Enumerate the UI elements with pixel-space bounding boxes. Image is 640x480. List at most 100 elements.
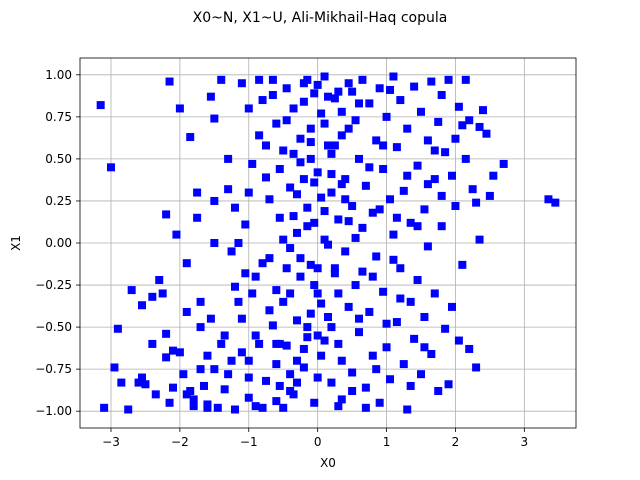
scatter-point <box>293 190 301 199</box>
scatter-point <box>306 260 315 269</box>
scatter-point <box>203 351 212 360</box>
scatter-point <box>310 218 319 227</box>
x-tick-label: −2 <box>171 435 189 449</box>
scatter-point <box>196 297 205 306</box>
scatter-point <box>237 314 246 323</box>
scatter-point <box>430 146 439 155</box>
scatter-point <box>286 387 295 395</box>
scatter-point <box>413 161 422 170</box>
scatter-point <box>169 346 177 355</box>
scatter-point <box>320 119 329 128</box>
scatter-point <box>134 378 143 387</box>
x-tick-label: 0 <box>314 435 322 449</box>
scatter-point <box>296 134 305 143</box>
scatter-point <box>423 180 432 189</box>
scatter-point <box>296 254 305 263</box>
scatter-point <box>451 134 460 143</box>
scatter-point <box>275 213 284 222</box>
x-axis-ticks: −3 −2 −1 0 1 2 3 <box>102 428 528 449</box>
scatter-point <box>310 178 319 187</box>
scatter-point <box>413 276 422 284</box>
scatter-point <box>293 378 301 387</box>
scatter-point <box>100 403 109 412</box>
scatter-point <box>282 264 291 273</box>
scatter-point <box>351 233 360 242</box>
data-points <box>96 72 560 414</box>
scatter-point <box>151 390 160 399</box>
scatter-point <box>231 405 239 414</box>
scatter-point <box>434 387 443 395</box>
scatter-point <box>313 373 322 382</box>
scatter-point <box>348 368 357 377</box>
scatter-point <box>420 205 429 214</box>
scatter-point <box>268 321 277 330</box>
scatter-point <box>344 124 353 133</box>
scatter-point <box>179 370 188 379</box>
scatter-point <box>189 402 198 411</box>
scatter-point <box>392 143 401 152</box>
scatter-point <box>334 215 343 224</box>
scatter-point <box>389 255 398 264</box>
scatter-point <box>282 341 291 350</box>
scatter-point <box>203 403 212 412</box>
scatter-point <box>410 82 419 91</box>
scatter-point <box>255 131 264 140</box>
scatter-point <box>217 75 226 84</box>
scatter-point <box>317 299 326 308</box>
x-tick-label: 1 <box>383 435 391 449</box>
scatter-point <box>210 114 219 123</box>
scatter-point <box>244 356 253 365</box>
scatter-point <box>248 289 257 298</box>
scatter-point <box>262 141 270 150</box>
scatter-point <box>417 370 425 379</box>
y-axis-label: X1 <box>9 235 23 251</box>
scatter-point <box>313 331 322 340</box>
scatter-point <box>206 314 215 323</box>
scatter-point <box>165 77 174 86</box>
chart-title: X0~N, X1~U, Ali-Mikhail-Haq copula <box>193 10 448 26</box>
scatter-point <box>451 202 460 210</box>
scatter-point <box>317 193 326 202</box>
scatter-point <box>310 398 319 407</box>
scatter-point <box>165 398 174 407</box>
scatter-point <box>251 272 260 281</box>
scatter-point <box>441 324 450 333</box>
y-tick-label: 0.00 <box>45 236 72 250</box>
scatter-point <box>286 244 295 253</box>
scatter-point <box>434 117 443 126</box>
scatter-point <box>348 202 357 210</box>
scatter-point <box>189 395 198 404</box>
scatter-point <box>427 350 436 358</box>
scatter-point <box>231 203 239 212</box>
scatter-point <box>155 276 164 284</box>
scatter-point <box>465 344 474 353</box>
scatter-point <box>213 403 222 412</box>
scatter-point <box>279 146 288 155</box>
scatter-point <box>234 239 243 247</box>
scatter-point <box>182 390 191 399</box>
scatter-point <box>265 195 274 204</box>
scatter-point <box>272 360 281 369</box>
scatter-point <box>444 75 453 84</box>
scatter-point <box>317 351 326 360</box>
scatter-point <box>406 297 415 306</box>
y-axis-ticks: −1.00 −0.75 −0.50 −0.25 0.00 0.25 0.50 0.75 1.00 <box>35 68 80 418</box>
scatter-point <box>210 196 219 205</box>
scatter-point <box>138 373 146 382</box>
scatter-point <box>375 398 384 407</box>
scatter-point <box>313 264 322 273</box>
scatter-point <box>234 297 243 306</box>
scatter-point <box>351 116 360 125</box>
scatter-point <box>465 116 474 125</box>
scatter-point <box>258 259 267 268</box>
scatter-point <box>430 175 439 184</box>
scatter-point <box>437 91 446 99</box>
scatter-point <box>406 218 415 227</box>
scatter-point <box>406 381 415 390</box>
scatter-point <box>310 281 319 290</box>
scatter-point <box>96 101 105 110</box>
scatter-point <box>320 72 329 81</box>
scatter-point <box>206 92 215 101</box>
scatter-point <box>255 75 264 84</box>
scatter-point <box>272 397 281 406</box>
